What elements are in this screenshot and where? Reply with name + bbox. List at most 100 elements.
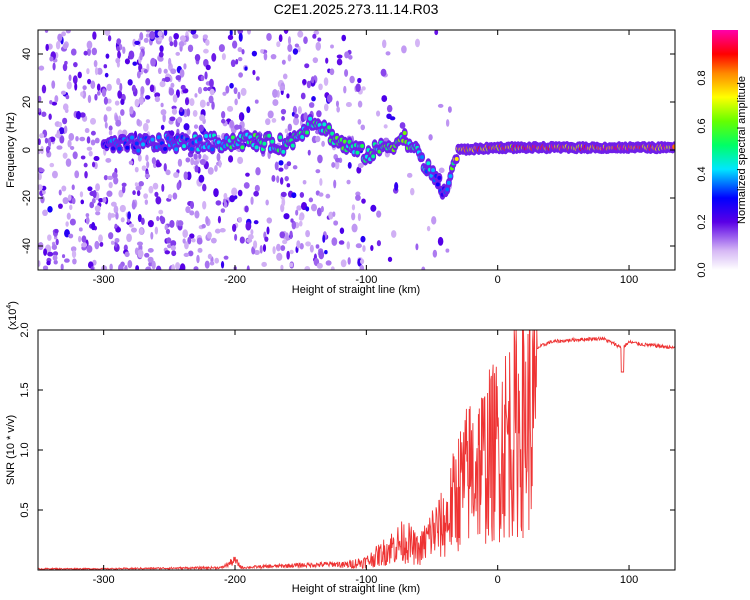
spectrogram-noise-cell: [188, 250, 194, 257]
spectrogram-noise-cell: [293, 117, 300, 126]
spectrogram-noise-cell: [200, 75, 205, 82]
spectrogram-noise-cell: [276, 41, 281, 48]
spectrogram-noise-cell: [399, 122, 406, 129]
spectrogram-noise-cell: [160, 124, 165, 131]
spectrogram-noise-cell: [145, 77, 151, 86]
spectrogram-noise-cell: [206, 101, 210, 107]
spectrogram-noise-cell: [192, 33, 199, 39]
spectrogram-noise-cell: [316, 207, 322, 217]
spectrogram-noise-cell: [309, 244, 314, 253]
spectrogram-noise-cell: [95, 183, 101, 192]
spectrogram-noise-cell: [87, 186, 93, 192]
colorbar: 0.0 0.2 0.4 0.6 0.8 Normalized spectral ampl…: [696, 30, 748, 278]
figure-title: C2E1.2025.273.11.14.R03: [274, 1, 439, 17]
snr-x-tick-label: 0: [495, 574, 501, 586]
spectrogram-noise-cell: [261, 261, 267, 267]
spectrogram-noise-cell: [187, 30, 192, 33]
spectrogram-noise-cell: [279, 177, 284, 185]
spectrogram-noise-cell: [189, 201, 195, 210]
spectrogram-noise-cell: [287, 43, 293, 53]
spectrogram-noise-cell: [94, 67, 99, 76]
spectrogram-noise-cell: [237, 189, 243, 197]
spectrogram-noise-cell: [241, 49, 245, 55]
spectrogram-noise-cell: [55, 41, 61, 50]
spectrogram-noise-cell: [340, 259, 347, 268]
spectrogram-noise-cell: [93, 60, 98, 68]
spectrogram-noise-cell: [90, 130, 96, 136]
spectrogram-noise-cell: [313, 30, 320, 35]
spectrogram-noise-cell: [318, 192, 324, 197]
spectrogram-noise-cell: [308, 102, 315, 108]
spectrogram-noise-cell: [387, 256, 393, 262]
spectrogram-noise-cell: [266, 226, 270, 235]
spectrogram-noise-cell: [383, 124, 388, 129]
spectrogram-noise-cell: [116, 78, 121, 86]
spectrogram-ridge-cell: [330, 131, 335, 136]
spectrogram-noise-cell: [79, 136, 86, 142]
spectrogram-noise-cell: [234, 124, 240, 130]
spectrogram-noise-cell: [237, 156, 244, 165]
spectrogram-ridge-cell: [136, 148, 141, 153]
spectrogram-noise-cell: [49, 56, 54, 62]
spectrogram-noise-cell: [179, 107, 183, 113]
spectrogram-noise-cell: [265, 118, 271, 126]
spectrogram-noise-cell: [292, 48, 299, 55]
spectrogram-ridge-cell: [431, 168, 436, 173]
spectrogram-noise-cell: [151, 157, 157, 165]
spectrogram-noise-cell: [139, 227, 144, 235]
spectrogram-noise-cell: [254, 249, 260, 256]
spectrogram-noise-cell: [262, 244, 267, 252]
spectrogram-noise-cell: [432, 249, 438, 258]
spectrogram-noise-cell: [154, 96, 161, 103]
spectrogram-noise-cell: [320, 205, 324, 213]
colorbar-tick-label: 0.0: [696, 262, 708, 277]
spectrogram-noise-cell: [287, 36, 292, 45]
spectrogram-noise-cell: [173, 39, 178, 48]
spectrogram-noise-cell: [165, 169, 171, 176]
spectrogram-noise-cell: [75, 136, 79, 142]
spectrogram-noise-cell: [69, 204, 73, 211]
spectrogram-noise-cell: [73, 62, 78, 68]
spectrogram-noise-cell: [88, 150, 93, 157]
spectrogram-noise-cell: [347, 257, 351, 265]
spectrogram-noise-cell: [360, 258, 365, 265]
spectrogram-noise-cell: [206, 231, 212, 239]
spectrogram-x-tick-label: -300: [93, 274, 115, 286]
spectrogram-noise-cell: [222, 91, 227, 96]
spectrogram-noise-cell: [175, 262, 181, 270]
spectrogram-noise-cell: [355, 83, 361, 92]
spectrogram-noise-cell: [361, 86, 366, 91]
spectrogram-noise-cell: [289, 262, 294, 268]
spectrogram-noise-cell: [64, 258, 70, 263]
spectrogram-noise-cell: [57, 33, 63, 42]
spectrogram-noise-cell: [305, 229, 311, 238]
spectrogram-ridge-cell: [426, 161, 431, 166]
spectrogram-noise-cell: [43, 248, 48, 256]
spectrogram-noise-cell: [107, 35, 112, 42]
colorbar-tick-label: 0.6: [696, 118, 708, 133]
spectrogram-noise-cell: [300, 92, 306, 100]
spectrogram-noise-cell: [214, 228, 221, 234]
spectrogram-noise-cell: [254, 99, 259, 104]
spectrogram-noise-cell: [344, 51, 350, 59]
spectrogram-noise-cell: [155, 196, 162, 205]
spectrogram-noise-cell: [163, 30, 168, 36]
spectrogram-noise-cell: [336, 106, 340, 113]
spectrogram-ridge-cell: [156, 135, 161, 140]
spectrogram-noise-cell: [147, 220, 154, 228]
spectrogram-noise-cell: [106, 83, 112, 92]
spectrogram-noise-cell: [197, 86, 203, 95]
spectrogram-noise-cell: [276, 175, 280, 183]
spectrogram-noise-cell: [170, 68, 177, 75]
spectrogram-ridge-cell: [454, 157, 459, 162]
spectrogram-noise-cell: [237, 47, 243, 53]
spectrogram-noise-cell: [83, 50, 88, 56]
spectrogram-noise-cell: [79, 191, 84, 198]
spectrogram-noise-cell: [120, 109, 125, 116]
spectrogram-noise-cell: [255, 76, 260, 81]
spectrogram-noise-cell: [246, 265, 250, 270]
spectrogram-noise-cell: [116, 46, 120, 52]
spectrogram-noise-cell: [52, 254, 58, 261]
spectrogram-noise-cell: [173, 32, 179, 40]
spectrogram-noise-cell: [62, 152, 68, 159]
